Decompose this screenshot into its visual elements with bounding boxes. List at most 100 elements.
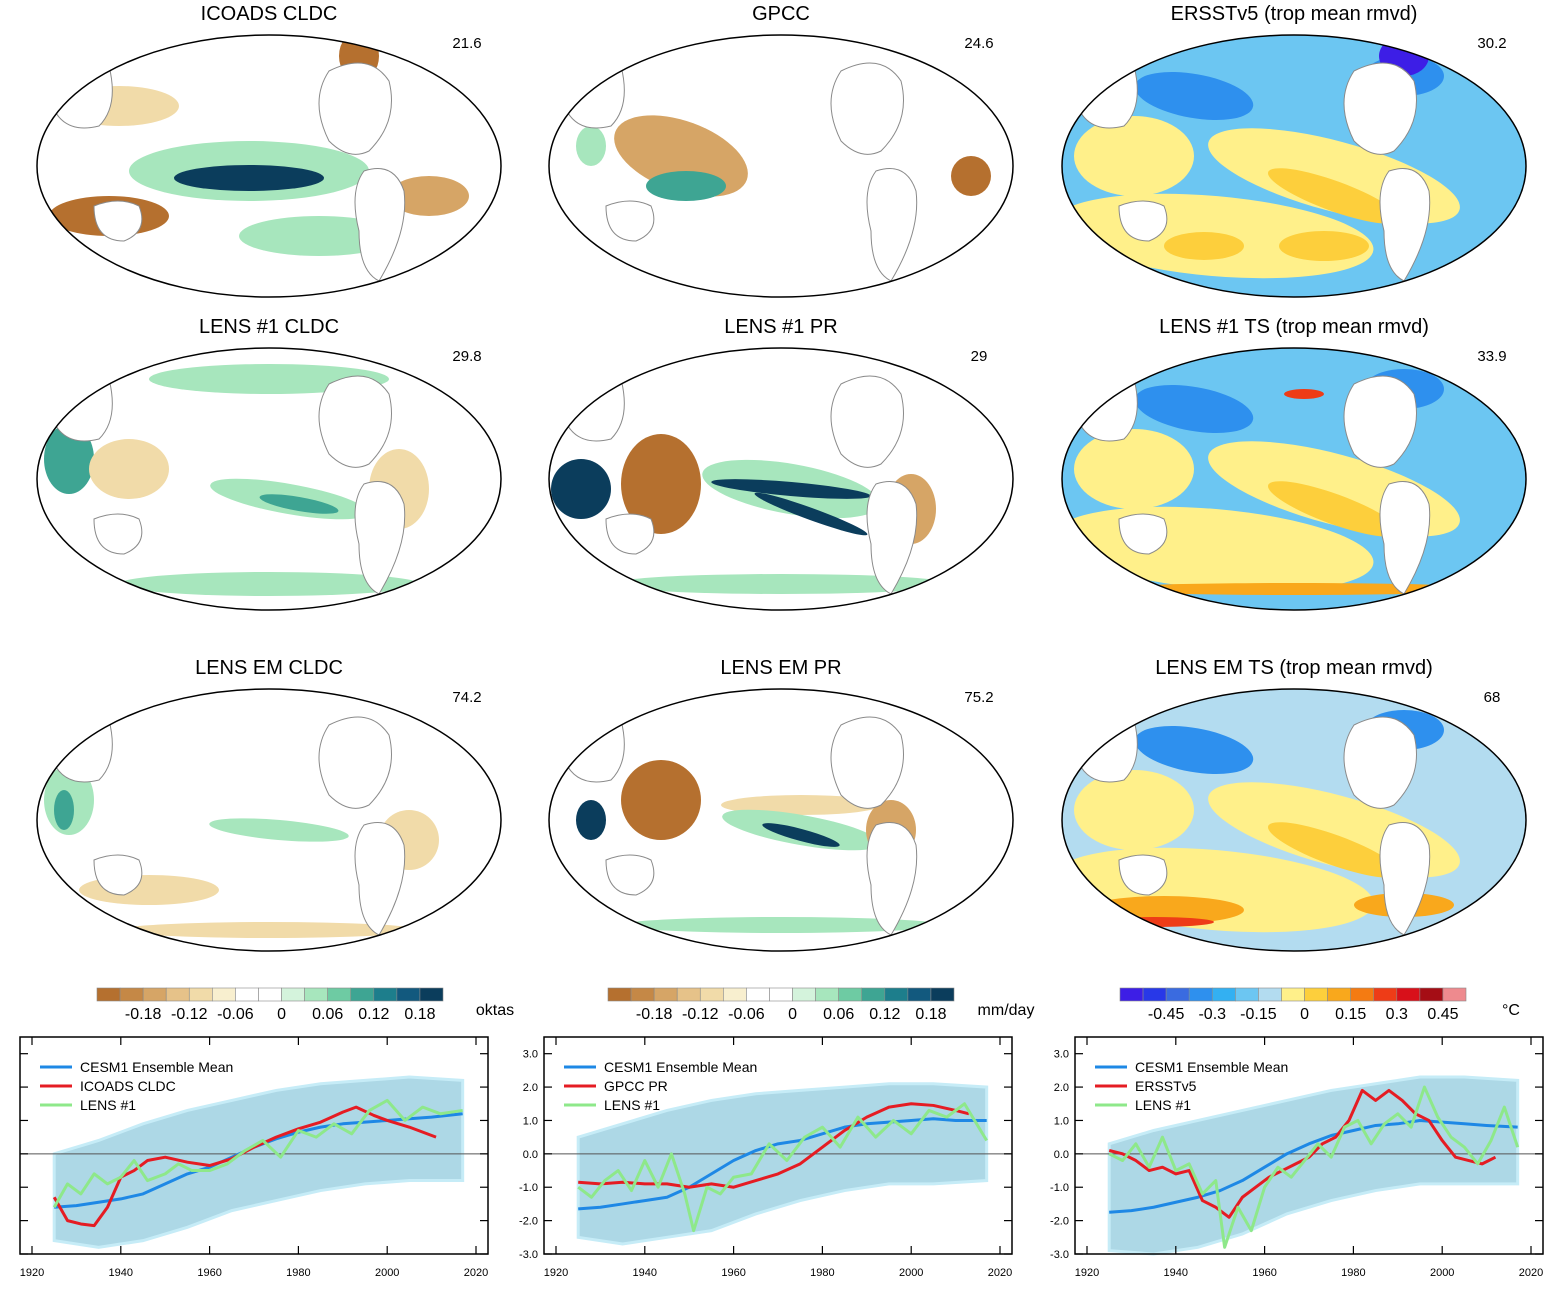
colorbar-swatch bbox=[1350, 987, 1375, 1002]
colorbar-label: -0.3 bbox=[1198, 1006, 1226, 1023]
colorbar-swatch bbox=[1211, 987, 1236, 1002]
y-tick-label: 2.0 bbox=[1054, 1082, 1069, 1094]
anomaly-region bbox=[1074, 116, 1194, 196]
colorbar-swatch bbox=[142, 987, 167, 1002]
map-score: 68 bbox=[1484, 689, 1501, 706]
series-line bbox=[52, 1098, 463, 1209]
anomaly-region bbox=[1134, 725, 1254, 775]
colorbar-swatch bbox=[630, 987, 655, 1002]
x-tick-label: 2000 bbox=[1430, 1267, 1454, 1279]
anomaly-region bbox=[576, 800, 606, 840]
continent-outline bbox=[1343, 716, 1417, 809]
map-panel: ERSSTv5 (trop mean rmvd) 30.2 bbox=[1061, 3, 1527, 298]
legend-label: LENS #1 bbox=[1135, 1097, 1191, 1113]
colorbar-swatch bbox=[119, 987, 144, 1002]
map-title: LENS #1 PR bbox=[724, 316, 837, 338]
y-tick-label: -3.0 bbox=[1050, 1249, 1069, 1261]
x-tick-label: 1960 bbox=[197, 1267, 221, 1279]
y-tick-label: -1.0 bbox=[519, 1182, 538, 1194]
map-title: ICOADS CLDC bbox=[201, 3, 338, 25]
colorbar-swatch bbox=[1327, 987, 1351, 1002]
continent-outline bbox=[93, 513, 143, 555]
colorbar-swatch bbox=[350, 987, 375, 1002]
anomaly-region bbox=[89, 439, 169, 499]
y-tick-label: -3.0 bbox=[519, 1249, 538, 1261]
map-border bbox=[1061, 347, 1527, 611]
legend-label: ICOADS CLDC bbox=[80, 1078, 176, 1094]
continent-outline bbox=[1118, 513, 1168, 555]
anomaly-region bbox=[1094, 583, 1494, 595]
anomaly-region bbox=[646, 171, 726, 201]
colorbar: -0.45 -0.3 -0.15 0 0.15 0.3 0.45 °C bbox=[1119, 987, 1520, 1023]
colorbar-label: -0.12 bbox=[682, 1006, 719, 1023]
anomaly-region bbox=[762, 823, 840, 847]
anomaly-region bbox=[1134, 384, 1254, 434]
continent-outline bbox=[830, 375, 904, 468]
anomaly-region bbox=[721, 795, 881, 815]
plot-frame bbox=[19, 1036, 489, 1255]
x-tick-label: 2000 bbox=[375, 1267, 399, 1279]
y-tick-label: 3.0 bbox=[523, 1049, 538, 1061]
timeseries-panels: 1920 1940 1960 1980 2000 2020 CESM1 Ensemble M… bbox=[19, 1036, 1544, 1279]
map-score: 75.2 bbox=[964, 689, 993, 706]
map-border bbox=[548, 34, 1014, 298]
colorbar-label: -0.06 bbox=[728, 1006, 765, 1023]
colorbars: -0.18 -0.12 -0.06 0 0.06 0.12 0.18 oktas -0.18 -0… bbox=[96, 987, 1520, 1023]
continent-outline bbox=[830, 62, 904, 155]
map-panel: LENS #1 CLDC 29.8 bbox=[36, 316, 502, 611]
legend-label: CESM1 Ensemble Mean bbox=[604, 1059, 757, 1075]
y-tick-label: 1.0 bbox=[1054, 1115, 1069, 1127]
plot-frame bbox=[543, 1036, 1013, 1255]
colorbar-unit: oktas bbox=[476, 1002, 514, 1019]
y-tick-label: -1.0 bbox=[1050, 1182, 1069, 1194]
colorbar-swatch bbox=[188, 987, 213, 1002]
colorbar: -0.18 -0.12 -0.06 0 0.06 0.12 0.18 oktas bbox=[96, 987, 514, 1023]
colorbar-label: -0.45 bbox=[1148, 1006, 1185, 1023]
colorbar-swatch bbox=[96, 987, 121, 1002]
continent-outline bbox=[318, 716, 392, 809]
x-tick-label: 1920 bbox=[20, 1267, 44, 1279]
map-score: 21.6 bbox=[452, 35, 481, 52]
colorbar-swatch bbox=[907, 987, 932, 1002]
y-tick-label: 2.0 bbox=[523, 1082, 538, 1094]
map-field bbox=[1062, 348, 1526, 610]
colorbar-label: -0.15 bbox=[1240, 1006, 1277, 1023]
colorbar-label: -0.18 bbox=[125, 1006, 162, 1023]
colorbar-swatch bbox=[746, 987, 770, 1002]
continent-outline bbox=[830, 716, 904, 809]
colorbar-swatch bbox=[419, 987, 444, 1002]
map-panels: ICOADS CLDC 21.6 GPCC 24.6 ERSSTv5 (trop mea… bbox=[36, 3, 1527, 952]
colorbar-swatch bbox=[930, 987, 955, 1002]
colorbar-label: 0.15 bbox=[1335, 1006, 1366, 1023]
map-border bbox=[548, 347, 1014, 611]
colorbar-swatch bbox=[373, 987, 398, 1002]
map-panel: LENS #1 TS (trop mean rmvd) 33.9 bbox=[1061, 316, 1527, 611]
colorbar-swatch bbox=[1235, 987, 1259, 1002]
colorbar-swatch bbox=[607, 987, 632, 1002]
colorbar-label: 0.06 bbox=[312, 1006, 343, 1023]
anomaly-region bbox=[54, 790, 74, 830]
map-panel: GPCC 24.6 bbox=[548, 3, 1014, 298]
anomaly-region bbox=[621, 434, 701, 534]
map-title: LENS EM PR bbox=[720, 657, 841, 679]
map-field bbox=[549, 348, 1013, 610]
colorbar: -0.18 -0.12 -0.06 0 0.06 0.12 0.18 mm/day bbox=[607, 987, 1034, 1023]
colorbar-swatch bbox=[281, 987, 305, 1002]
anomaly-region bbox=[1268, 168, 1400, 224]
timeseries-panel: 1920 1940 1960 1980 2000 2020 -3.0 -2.0 -1.0 0.0 1… bbox=[1050, 1036, 1544, 1279]
colorbar-label: 0.12 bbox=[869, 1006, 900, 1023]
continent-outline bbox=[318, 375, 392, 468]
anomaly-region bbox=[621, 760, 701, 840]
colorbar-swatch bbox=[884, 987, 909, 1002]
y-tick-label: -2.0 bbox=[1050, 1216, 1069, 1228]
colorbar-swatch bbox=[327, 987, 352, 1002]
anomaly-region bbox=[611, 574, 951, 594]
x-tick-label: 1920 bbox=[1075, 1267, 1099, 1279]
colorbar-swatch bbox=[676, 987, 701, 1002]
anomaly-region bbox=[1074, 770, 1194, 850]
colorbar-swatch bbox=[1304, 987, 1328, 1002]
colorbar-label: 0.06 bbox=[823, 1006, 854, 1023]
anomaly-region bbox=[1094, 917, 1214, 927]
map-field bbox=[1062, 35, 1526, 297]
anomaly-region bbox=[1268, 481, 1400, 537]
